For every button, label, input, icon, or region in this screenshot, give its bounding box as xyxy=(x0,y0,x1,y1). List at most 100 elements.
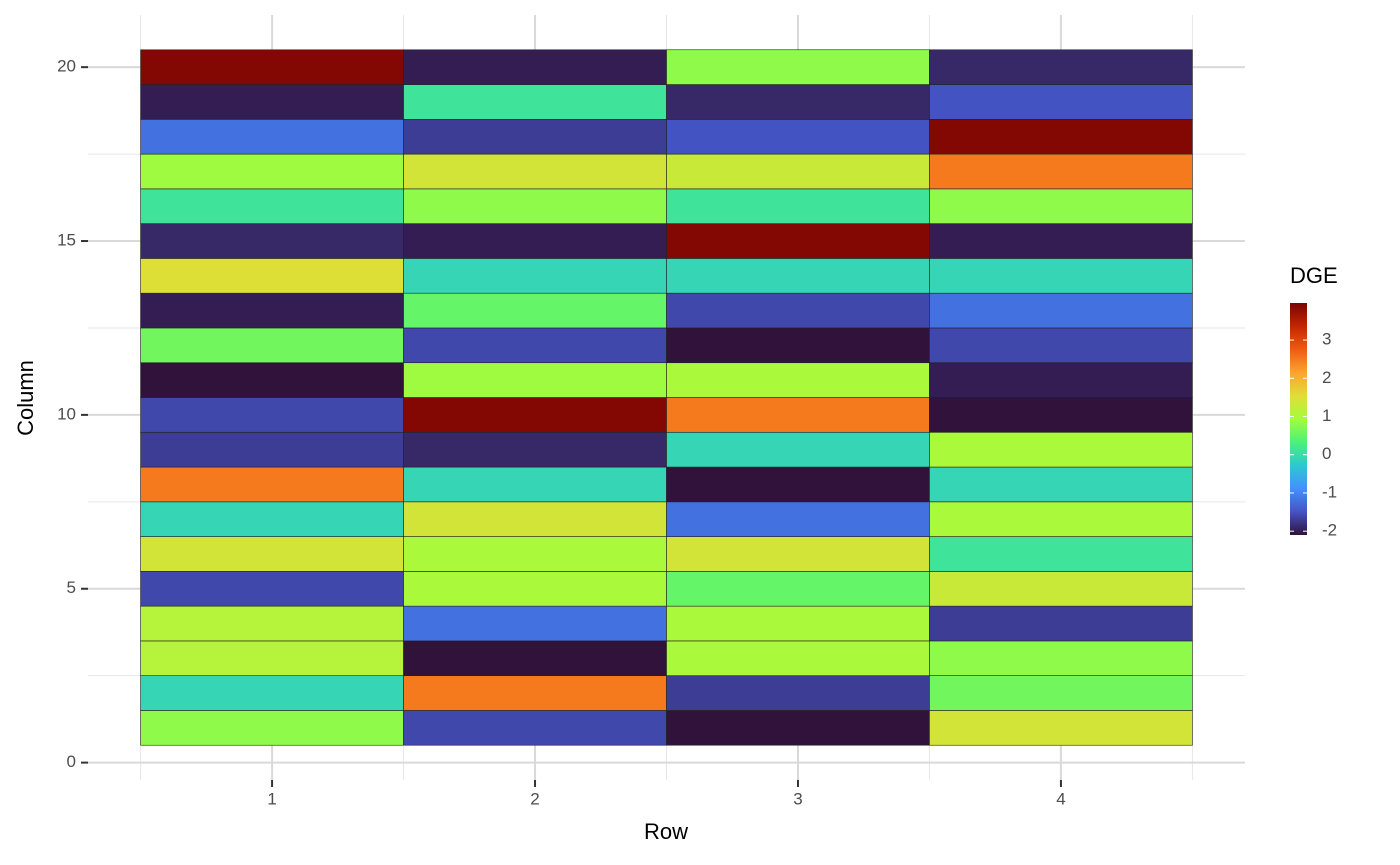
heatmap-cell xyxy=(929,605,1193,642)
x-tick-label: 2 xyxy=(530,789,539,808)
heatmap-cell xyxy=(140,466,404,503)
heatmap-cell xyxy=(929,536,1193,572)
heatmap-cell xyxy=(929,431,1193,468)
heatmap-cell xyxy=(140,710,404,746)
heatmap-cell xyxy=(403,153,667,190)
heatmap-cell xyxy=(929,466,1193,503)
heatmap-cell xyxy=(666,605,930,642)
heatmap-cell xyxy=(666,397,930,433)
heatmap-cell xyxy=(666,675,930,711)
heatmap-cell xyxy=(666,188,930,224)
heatmap-cell xyxy=(140,153,404,190)
heatmap-cell xyxy=(140,84,404,120)
heatmap-cell xyxy=(666,153,930,190)
heatmap-cell xyxy=(140,640,404,676)
heatmap-cell xyxy=(666,119,930,155)
heatmap-cell xyxy=(929,501,1193,537)
heatmap-cell xyxy=(666,258,930,294)
heatmap-cell xyxy=(140,571,404,607)
heatmap-cell xyxy=(403,571,667,607)
heatmap-cell xyxy=(403,49,667,85)
x-tick-label: 3 xyxy=(793,789,802,808)
heatmap-cell xyxy=(929,710,1193,746)
heatmap-cell xyxy=(140,49,404,85)
heatmap-cell xyxy=(140,431,404,468)
heatmap-cell xyxy=(929,188,1193,224)
y-tick-label: 0 xyxy=(67,752,76,771)
heatmap-cell xyxy=(666,466,930,503)
heatmap-cell xyxy=(140,501,404,537)
y-tick-label: 5 xyxy=(67,578,76,597)
heatmap-cell xyxy=(666,292,930,329)
heatmap-cell xyxy=(403,640,667,676)
x-axis-title: Row xyxy=(644,819,688,844)
heatmap-cell xyxy=(140,188,404,224)
heatmap-cell xyxy=(403,327,667,364)
heatmap-cell xyxy=(929,675,1193,711)
heatmap-cell xyxy=(929,327,1193,364)
heatmap-cell xyxy=(929,258,1193,294)
heatmap-cell xyxy=(140,397,404,433)
heatmap-cell xyxy=(403,536,667,572)
heatmap-cell xyxy=(666,640,930,676)
heatmap-cell xyxy=(403,188,667,224)
heatmap-cell xyxy=(666,501,930,537)
legend-title: DGE xyxy=(1290,263,1338,288)
heatmap-cell xyxy=(666,431,930,468)
heatmap-cell xyxy=(403,466,667,503)
heatmap-cell xyxy=(666,327,930,364)
heatmap-cell xyxy=(929,640,1193,676)
heatmap-cell xyxy=(140,292,404,329)
heatmap-cell xyxy=(140,675,404,711)
heatmap-cell xyxy=(929,119,1193,155)
heatmap-cell xyxy=(403,362,667,398)
heatmap-cell xyxy=(929,49,1193,85)
heatmap-cell xyxy=(666,710,930,746)
x-tick-label: 1 xyxy=(267,789,276,808)
heatmap-cell xyxy=(666,362,930,398)
heatmap-cell xyxy=(929,571,1193,607)
colorbar-tick-label: -1 xyxy=(1322,482,1337,501)
heatmap-cell xyxy=(403,119,667,155)
heatmap-cell xyxy=(929,397,1193,433)
heatmap-cell xyxy=(140,223,404,259)
heatmap-cell xyxy=(403,431,667,468)
heatmap-cell xyxy=(666,84,930,120)
heatmap-cell xyxy=(403,397,667,433)
heatmap-cell xyxy=(403,605,667,642)
heatmap-cell xyxy=(403,258,667,294)
heatmap-cell xyxy=(929,292,1193,329)
colorbar-tick-label: -2 xyxy=(1322,521,1337,540)
heatmap-cell xyxy=(666,49,930,85)
x-tick-label: 4 xyxy=(1056,789,1065,808)
heatmap-cell xyxy=(403,223,667,259)
colorbar-tick-label: 1 xyxy=(1322,406,1331,425)
heatmap-cell xyxy=(666,571,930,607)
heatmap-cell xyxy=(403,292,667,329)
heatmap-cell xyxy=(929,223,1193,259)
y-tick-label: 20 xyxy=(57,57,76,76)
heatmap-cell xyxy=(403,675,667,711)
heatmap-cell xyxy=(140,119,404,155)
colorbar-tick-label: 2 xyxy=(1322,368,1331,387)
heatmap-cell xyxy=(929,362,1193,398)
heatmap-cell xyxy=(666,223,930,259)
y-tick-label: 15 xyxy=(57,231,76,250)
colorbar-tick-label: 0 xyxy=(1322,444,1331,463)
colorbar-tick-label: 3 xyxy=(1322,330,1331,349)
heatmap-cell xyxy=(403,84,667,120)
heatmap-cell xyxy=(403,710,667,746)
y-tick-label: 10 xyxy=(57,404,76,423)
heatmap-cell xyxy=(929,84,1193,120)
heatmap-cell xyxy=(403,501,667,537)
heatmap-cell xyxy=(140,258,404,294)
heatmap-cell xyxy=(140,362,404,398)
y-axis-title: Column xyxy=(13,360,38,436)
heatmap-cell xyxy=(929,153,1193,190)
colorbar xyxy=(1290,303,1307,535)
heatmap-cell xyxy=(140,605,404,642)
heatmap-cell xyxy=(140,536,404,572)
heatmap-cell xyxy=(666,536,930,572)
heatmap-cell xyxy=(140,327,404,364)
